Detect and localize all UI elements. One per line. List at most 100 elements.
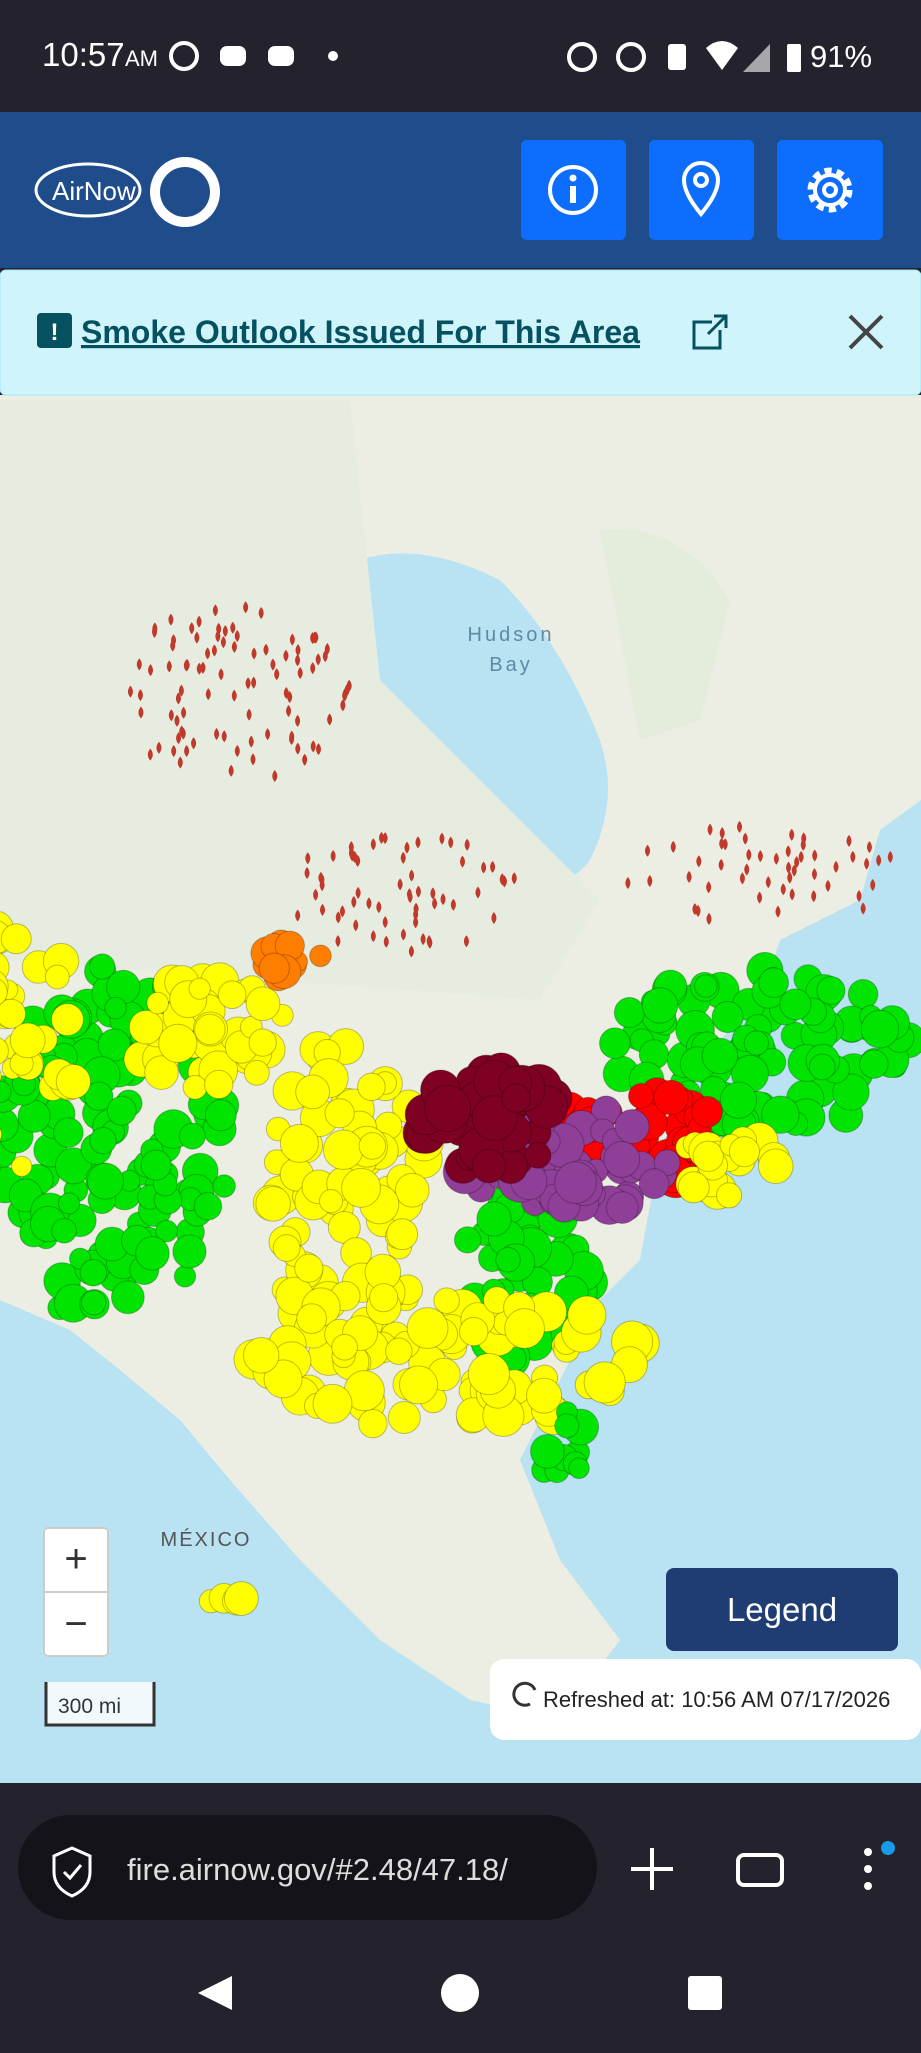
zoom-out[interactable]: − <box>64 1602 87 1646</box>
marker[interactable] <box>861 1010 899 1048</box>
marker[interactable] <box>295 1254 323 1282</box>
marker[interactable] <box>434 1288 460 1314</box>
marker[interactable] <box>81 1291 105 1315</box>
marker[interactable] <box>568 1296 606 1334</box>
marker[interactable] <box>496 1247 521 1272</box>
marker[interactable] <box>692 1096 723 1127</box>
marker[interactable] <box>505 1309 545 1349</box>
marker[interactable] <box>744 1031 768 1055</box>
marker[interactable] <box>472 1149 506 1183</box>
marker[interactable] <box>174 1266 195 1287</box>
marker[interactable] <box>1 924 31 954</box>
marker[interactable] <box>729 1137 759 1167</box>
home-button[interactable] <box>441 1974 479 2012</box>
marker[interactable] <box>129 1010 163 1044</box>
marker[interactable] <box>319 1190 342 1213</box>
marker[interactable] <box>386 1338 413 1365</box>
marker[interactable] <box>280 1124 318 1162</box>
marker[interactable] <box>52 1218 77 1243</box>
marker[interactable] <box>243 1338 279 1374</box>
marker[interactable] <box>502 1084 531 1113</box>
marker[interactable] <box>780 989 811 1020</box>
marker[interactable] <box>205 1100 236 1131</box>
marker[interactable] <box>642 988 678 1024</box>
marker[interactable] <box>370 1284 398 1312</box>
marker[interactable] <box>147 992 169 1014</box>
marker[interactable] <box>246 987 280 1021</box>
marker[interactable] <box>358 1073 386 1101</box>
marker[interactable] <box>604 1142 640 1178</box>
marker[interactable] <box>555 1414 579 1438</box>
marker[interactable] <box>12 1156 32 1176</box>
marker[interactable] <box>454 1227 480 1253</box>
marker[interactable] <box>388 1402 420 1434</box>
marker[interactable] <box>525 1142 551 1168</box>
marker[interactable] <box>758 1149 793 1184</box>
marker[interactable] <box>615 1109 649 1143</box>
marker[interactable] <box>56 1064 90 1098</box>
settings-button[interactable] <box>777 140 883 240</box>
marker[interactable] <box>51 1004 83 1036</box>
marker[interactable] <box>332 1334 358 1360</box>
marker[interactable] <box>860 1050 888 1078</box>
marker[interactable] <box>695 975 717 997</box>
marker[interactable] <box>716 1183 741 1208</box>
marker[interactable] <box>395 1173 429 1207</box>
marker[interactable] <box>477 1202 511 1236</box>
marker[interactable] <box>189 978 210 999</box>
recents-button[interactable] <box>688 1976 722 2010</box>
marker[interactable] <box>614 998 644 1028</box>
marker[interactable] <box>194 1193 222 1221</box>
info-button[interactable] <box>521 140 626 240</box>
marker[interactable] <box>256 1187 291 1222</box>
marker[interactable] <box>54 1118 84 1148</box>
marker[interactable] <box>296 1075 330 1109</box>
url[interactable]: fire.airnow.gov/#2.48/47.18/ <box>127 1852 508 1887</box>
marker[interactable] <box>159 1024 197 1062</box>
marker[interactable] <box>809 1054 835 1080</box>
marker[interactable] <box>848 979 878 1009</box>
marker[interactable] <box>58 1193 79 1214</box>
marker[interactable] <box>111 1281 144 1314</box>
marker[interactable] <box>359 1133 386 1160</box>
marker[interactable] <box>459 1317 487 1345</box>
marker[interactable] <box>654 1080 688 1114</box>
marker[interactable] <box>526 1378 561 1413</box>
marker[interactable] <box>359 1409 388 1438</box>
banner-link[interactable]: Smoke Outlook Issued For This Area <box>81 314 640 350</box>
legend-label[interactable]: Legend <box>727 1591 837 1628</box>
marker[interactable] <box>678 1172 709 1203</box>
marker[interactable] <box>342 1168 381 1207</box>
marker[interactable] <box>555 1162 597 1204</box>
marker[interactable] <box>45 965 69 989</box>
zoom-in[interactable]: + <box>64 1537 87 1581</box>
marker[interactable] <box>10 1023 45 1058</box>
marker[interactable] <box>569 1458 590 1479</box>
location-button[interactable] <box>649 140 754 240</box>
marker[interactable] <box>693 1141 723 1171</box>
marker[interactable] <box>141 1150 171 1180</box>
marker[interactable] <box>205 1070 233 1098</box>
marker[interactable] <box>628 1084 653 1109</box>
marker[interactable] <box>325 1099 354 1128</box>
marker[interactable] <box>244 1060 269 1085</box>
marker[interactable] <box>407 1308 448 1349</box>
marker[interactable] <box>218 981 246 1009</box>
marker[interactable] <box>387 1219 418 1250</box>
marker[interactable] <box>297 1304 327 1334</box>
marker[interactable] <box>107 1096 136 1125</box>
marker[interactable] <box>720 1082 756 1118</box>
marker[interactable] <box>425 1086 471 1132</box>
marker[interactable] <box>90 1127 116 1153</box>
marker[interactable] <box>313 1384 352 1423</box>
marker[interactable] <box>195 1014 225 1044</box>
marker[interactable] <box>639 1169 669 1199</box>
marker[interactable] <box>259 953 289 983</box>
marker[interactable] <box>310 945 332 967</box>
marker[interactable] <box>702 1038 737 1073</box>
marker[interactable] <box>224 1582 258 1616</box>
marker[interactable] <box>213 1175 236 1198</box>
marker[interactable] <box>400 1366 438 1404</box>
marker[interactable] <box>584 1362 625 1403</box>
marker[interactable] <box>87 1163 123 1199</box>
